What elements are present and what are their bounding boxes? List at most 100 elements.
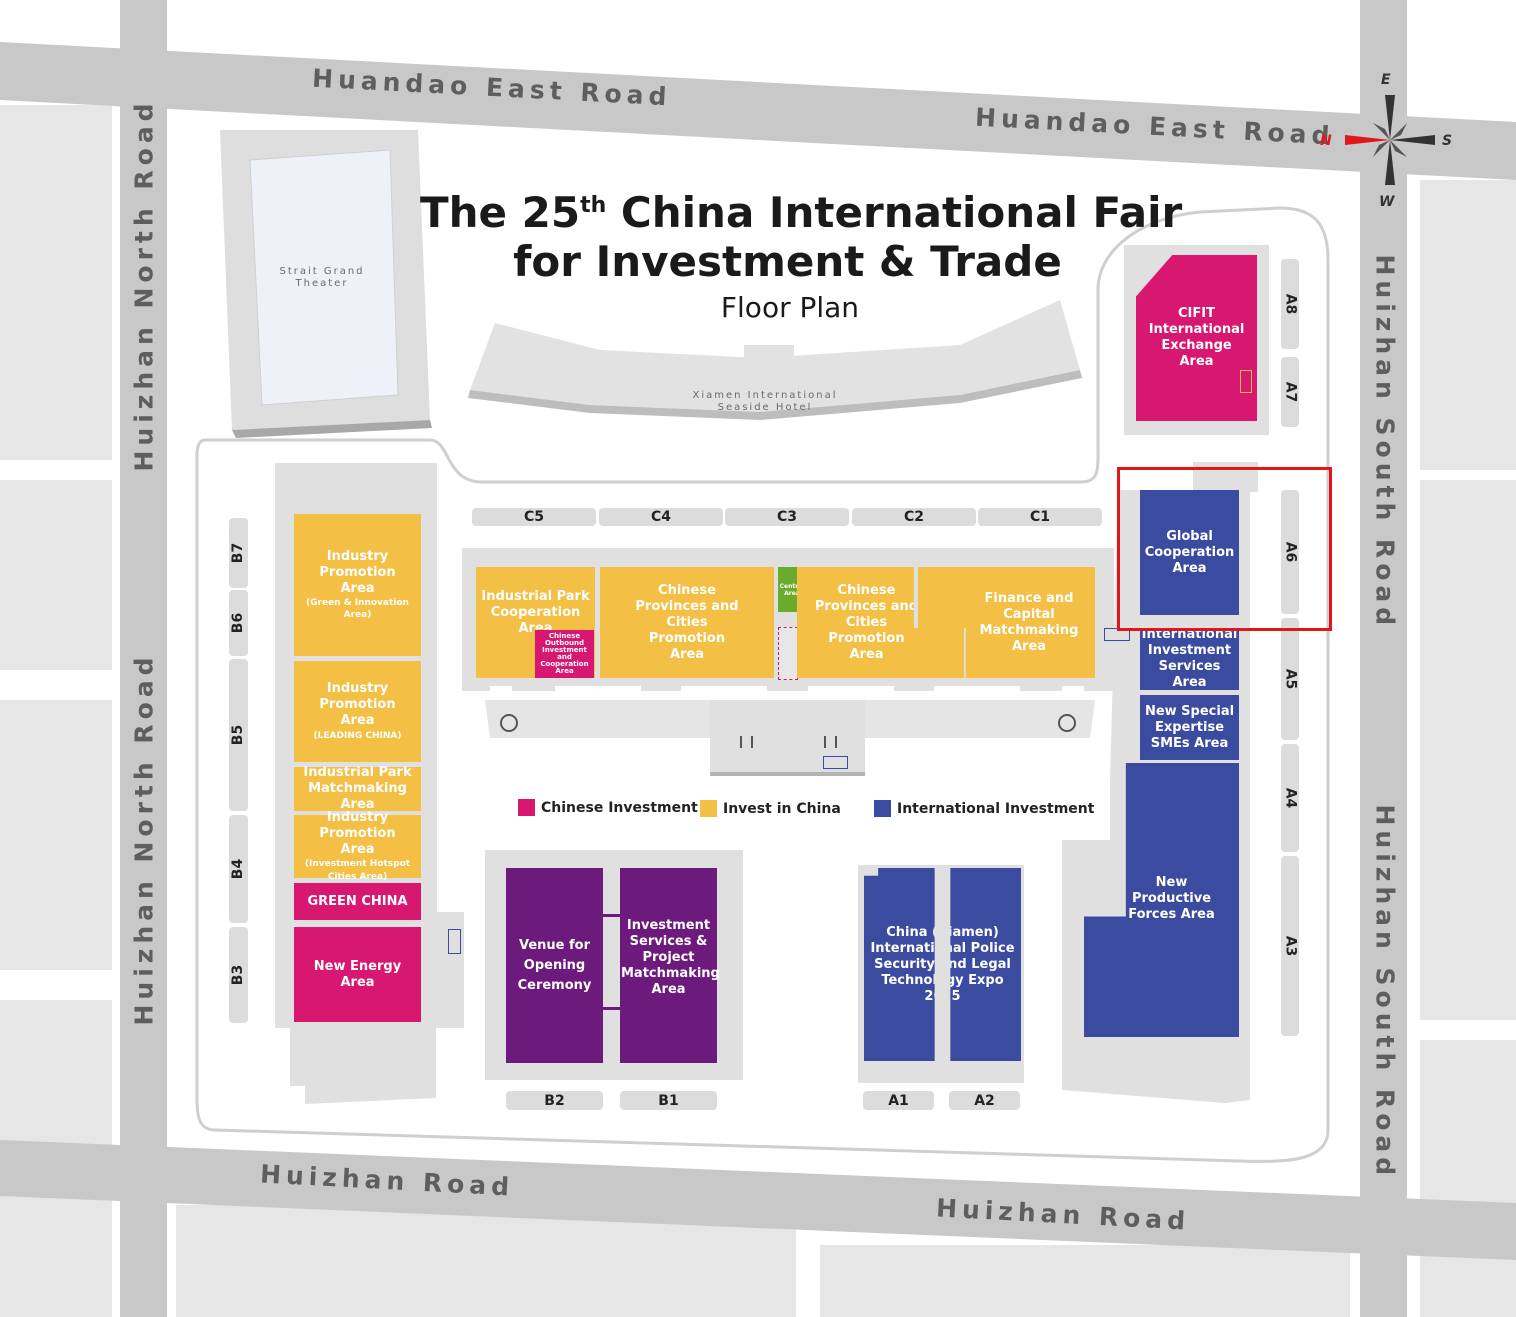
hall-c3-label: C3 [776, 509, 797, 525]
zone-chinese-provinces-2-label: Chinese Provinces and Cities Promotion A… [814, 582, 919, 662]
road-label-huizhan-north: Huizhan North Road [129, 652, 159, 1026]
hall-c3[interactable]: C3 [725, 508, 849, 526]
zone-industrial-park-matchmaking[interactable]: Industrial Park Matchmaking Area [294, 765, 421, 812]
zone-industrial-park-matchmaking-label: Industrial Park Matchmaking Area [303, 765, 412, 812]
hall-b3[interactable]: B3 [229, 927, 248, 1023]
hall-b1-label: B1 [658, 1092, 679, 1109]
connector [603, 1007, 620, 1010]
hall-c1[interactable]: C1 [978, 508, 1102, 526]
zone-industry-promo-green-text: Industry Promotion Area (Green & Innovat… [303, 549, 413, 621]
escalator-icon [1058, 714, 1076, 732]
legend-swatch [874, 800, 891, 817]
zone-venue-opening-label: Venue for Opening Ceremony [517, 937, 592, 993]
title-sup: th [580, 193, 607, 218]
connector [603, 914, 620, 917]
facility-icon [823, 756, 848, 769]
title-prefix: The 25 [420, 188, 581, 237]
entrance [555, 686, 641, 698]
legend-label: International Investment [897, 800, 1095, 817]
door-icon [740, 736, 753, 748]
hall-a5-label: A5 [1282, 668, 1299, 690]
hall-a6[interactable]: A6 [1281, 490, 1299, 614]
zone-new-energy-label: New Energy Area [313, 958, 402, 990]
entrance [1062, 686, 1084, 698]
hall-b2-label: B2 [544, 1092, 565, 1109]
hall-c5-label: C5 [523, 509, 544, 525]
hall-b3-label: B3 [230, 964, 247, 986]
hall-b2[interactable]: B2 [506, 1091, 603, 1110]
hotel-label-line2: Seaside Hotel [717, 402, 813, 413]
zone-investment-services-matchmaking[interactable]: Investment Services & Project Matchmakin… [620, 868, 720, 1063]
zone-global-cooperation-label: Global Cooperation Area [1144, 528, 1235, 576]
zone-new-energy[interactable]: New Energy Area [294, 927, 421, 1022]
hall-a5[interactable]: A5 [1281, 618, 1299, 740]
entrance [490, 686, 512, 698]
zone-chinese-provinces-1[interactable]: Chinese Provinces and Cities Promotion A… [600, 567, 774, 678]
compass-icon [1345, 95, 1435, 185]
entrance [934, 686, 1020, 698]
zone-finance-capital-label: Finance and Capital Matchmaking Area [979, 590, 1079, 654]
zone-chinese-outbound-label: Chinese Outbound Investment and Cooperat… [540, 632, 589, 675]
hall-b7-label: B7 [230, 542, 247, 564]
theater-label: Strait Grand Theater [279, 266, 365, 289]
facility-icon [448, 929, 461, 954]
hall-a7-label: A7 [1282, 381, 1299, 403]
zone-industry-promo-leading-text: Industry Promotion Area (LEADING CHINA) [303, 681, 413, 743]
zone-label: Industry Promotion Area [319, 809, 396, 857]
legend-label: Invest in China [723, 800, 841, 817]
zone-new-special-smes[interactable]: New Special Expertise SMEs Area [1140, 695, 1239, 760]
passage [778, 627, 798, 680]
hall-c2-label: C2 [903, 509, 924, 525]
door-icon [824, 736, 837, 748]
hall-b7[interactable]: B7 [229, 518, 248, 588]
zone-green-china[interactable]: GREEN CHINA [294, 883, 421, 920]
hall-a2[interactable]: A2 [949, 1091, 1020, 1110]
hall-a2-label: A2 [974, 1092, 995, 1109]
hall-c4[interactable]: C4 [599, 508, 723, 526]
zone-sublabel: (LEADING CHINA) [313, 730, 402, 741]
zone-industry-promo-leading[interactable]: Industry Promotion Area (LEADING CHINA) [294, 661, 421, 762]
zone-intl-investment-services-label: International Investment Services Area [1141, 627, 1238, 690]
hall-a8[interactable]: A8 [1281, 259, 1299, 349]
hall-b6[interactable]: B6 [229, 590, 248, 656]
facility-icon [1240, 370, 1252, 393]
page-title-line2: for Investment & Trade [513, 237, 1062, 286]
title-suffix: China International Fair [606, 188, 1183, 237]
zone-cifit-exchange[interactable]: CIFIT International Exchange Area [1136, 255, 1257, 421]
hall-b5-label: B5 [230, 724, 247, 746]
hall-c5[interactable]: C5 [472, 508, 596, 526]
zone-chinese-provinces-1-label: Chinese Provinces and Cities Promotion A… [635, 582, 739, 662]
hall-b4[interactable]: B4 [229, 815, 248, 923]
entrance [808, 686, 894, 698]
zone-investment-services-matchmaking-label: Investment Services & Project Matchmakin… [621, 918, 720, 997]
hall-b6-label: B6 [230, 612, 247, 634]
legend-chinese-investment: Chinese Investment [518, 799, 698, 816]
hall-a4[interactable]: A4 [1281, 744, 1299, 852]
zone-industry-promo-green[interactable]: Industry Promotion Area (Green & Innovat… [294, 514, 421, 656]
road-label-huizhan-north: Huizhan North Road [129, 98, 159, 472]
zone-venue-opening[interactable]: Venue for Opening Ceremony [506, 868, 603, 1063]
zone-intl-investment-services[interactable]: International Investment Services Area [1140, 627, 1239, 690]
hall-a7[interactable]: A7 [1281, 357, 1299, 427]
road-label-huizhan-south: Huizhan South Road [1370, 804, 1400, 1181]
hall-b4-label: B4 [230, 858, 247, 880]
zone-label: Industry Promotion Area [319, 549, 396, 596]
zone-industry-promo-hotspot[interactable]: Industry Promotion Area (Investment Hots… [294, 810, 421, 882]
zone-global-cooperation[interactable]: Global Cooperation Area [1140, 490, 1239, 615]
zone-chinese-outbound[interactable]: Chinese Outbound Investment and Cooperat… [535, 630, 594, 678]
hotel-label-line1: Xiamen International [692, 390, 838, 401]
hall-a1-label: A1 [888, 1092, 909, 1109]
compass-w: W [1379, 194, 1395, 210]
zone-new-productive-forces-label: New Productive Forces Area [1128, 875, 1215, 922]
hall-b1[interactable]: B1 [620, 1091, 717, 1110]
hall-b5[interactable]: B5 [229, 659, 248, 811]
legend-swatch [518, 799, 535, 816]
compass-n: N [1320, 133, 1332, 149]
hall-a1[interactable]: A1 [863, 1091, 934, 1110]
zone-sublabel: (Investment Hotspot Cities Area) [304, 858, 411, 882]
zone-industry-promo-hotspot-text: Industry Promotion Area (Investment Hots… [300, 810, 415, 884]
hall-c2[interactable]: C2 [852, 508, 976, 526]
zone-central-area-label: Central Area [779, 582, 805, 597]
hall-a3[interactable]: A3 [1281, 856, 1299, 1036]
